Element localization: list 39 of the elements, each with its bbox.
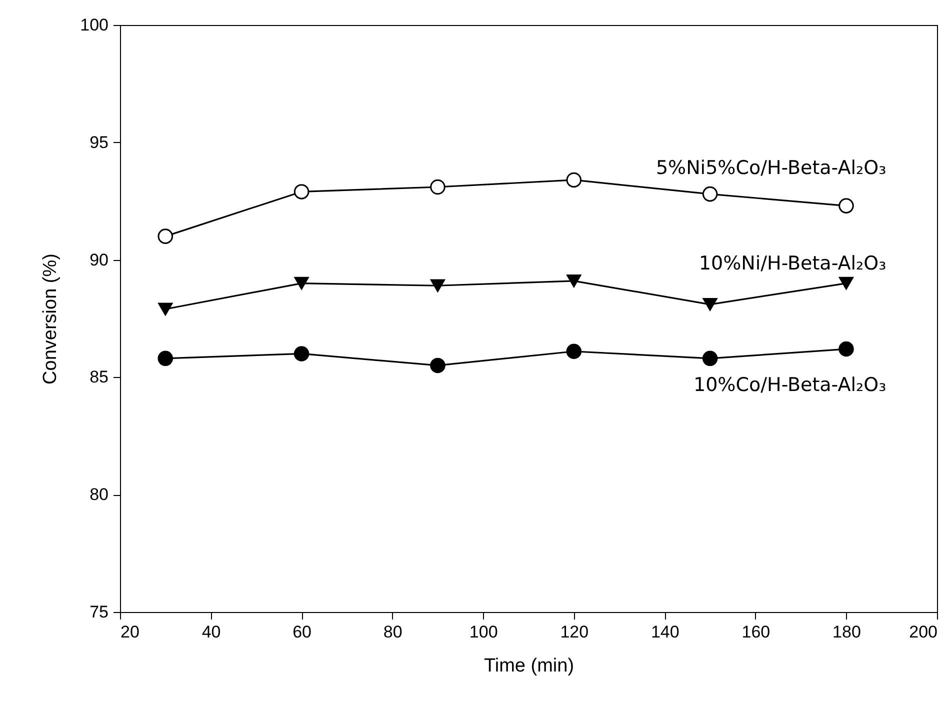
y-tick-label: 80 xyxy=(90,485,108,504)
x-tick-label: 40 xyxy=(202,622,221,642)
series-label: 10%Ni/H-Beta-Al₂O₃ xyxy=(698,252,886,274)
x-tick-label: 200 xyxy=(909,622,938,642)
point xyxy=(430,279,445,292)
point xyxy=(702,350,718,366)
y-tick-label: 95 xyxy=(90,132,108,152)
x-tick-label: 180 xyxy=(832,622,861,642)
y-tick-label: 85 xyxy=(90,368,108,387)
x-tick-label: 20 xyxy=(120,622,140,642)
x-axis-title: Time (min) xyxy=(484,656,574,676)
series-label: 10%Co/H-Beta-Al₂O₃ xyxy=(694,374,886,396)
point xyxy=(702,298,718,311)
y-tick-label: 90 xyxy=(90,250,108,270)
point xyxy=(158,228,174,244)
series-label: 5%Ni5%Co/H-Beta-Al₂O₃ xyxy=(656,156,886,179)
point xyxy=(566,172,582,188)
point xyxy=(158,302,173,316)
point xyxy=(838,198,854,214)
x-tick-label: 140 xyxy=(650,622,680,642)
y-tick-label: 75 xyxy=(90,602,108,622)
point xyxy=(158,350,174,366)
point xyxy=(430,179,446,195)
point xyxy=(294,276,309,290)
point xyxy=(294,184,310,200)
point xyxy=(430,358,446,374)
x-tick-label: 100 xyxy=(469,622,498,642)
point xyxy=(702,186,718,202)
y-tick-label: 100 xyxy=(80,16,108,34)
point xyxy=(294,346,310,362)
x-tick-label: 60 xyxy=(292,622,312,642)
point xyxy=(566,344,582,359)
x-tick-label: 120 xyxy=(560,622,589,642)
x-tick-label: 80 xyxy=(383,622,402,642)
point xyxy=(838,341,854,357)
y-axis-title: Conversion (%) xyxy=(40,254,62,384)
point xyxy=(838,276,854,290)
x-tick-label: 160 xyxy=(742,622,770,642)
point xyxy=(566,274,582,288)
